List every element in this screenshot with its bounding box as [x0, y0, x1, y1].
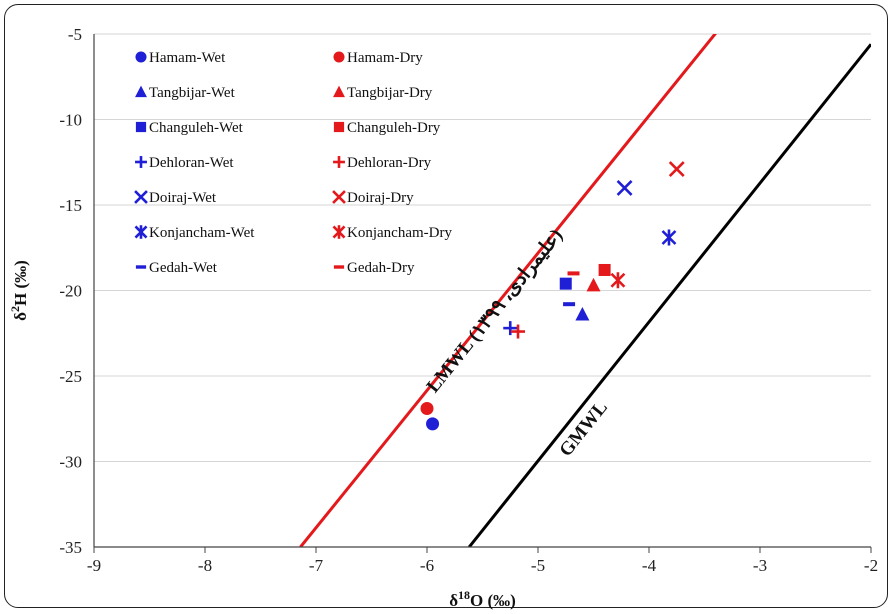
- legend-label: Hamam-Dry: [347, 50, 423, 66]
- legend-marker: [135, 121, 147, 133]
- grid-lines: [94, 33, 871, 548]
- x-tick-label: -2: [864, 556, 878, 575]
- y-tick-label: -35: [59, 538, 82, 557]
- x-axis-title: δ18O (‰): [449, 588, 516, 610]
- legend-marker: [333, 265, 345, 269]
- point-gedah-wet: [563, 302, 576, 307]
- point-tangbijar-dry: [586, 277, 601, 292]
- legend-label: Changuleh-Wet: [149, 120, 244, 136]
- x-tick-label: -6: [420, 556, 434, 575]
- legend-item-konjancham-wet: Konjancham-Wet: [134, 225, 255, 241]
- axes: -5 -10 -15 -20 -25 -30 -35 -9 -8 -7 -6 -5 -4 -3 -2 δ18O…: [8, 25, 878, 610]
- legend-label: Tangbijar-Wet: [149, 85, 236, 101]
- y-tick-label: -10: [59, 111, 82, 130]
- legend-marker: [333, 121, 345, 133]
- legend-marker: [134, 190, 148, 204]
- legend-item-doiraj-dry: Doiraj-Dry: [332, 190, 414, 206]
- legend-item-changuleh-wet: Changuleh-Wet: [135, 120, 244, 136]
- legend-item-hamam-dry: Hamam-Dry: [333, 50, 423, 66]
- legend-item-changuleh-dry: Changuleh-Dry: [333, 120, 441, 136]
- legend-label: Gedah-Wet: [149, 260, 218, 276]
- y-tick-label: -20: [59, 282, 82, 301]
- legend-marker: [332, 225, 346, 239]
- legend-marker: [134, 225, 148, 239]
- legend-marker: [135, 156, 147, 168]
- x-tick-label: -7: [309, 556, 324, 575]
- legend-marker: [333, 51, 345, 63]
- x-tick-label: -9: [87, 556, 101, 575]
- legend: Hamam-Wet Hamam-Dry Tangbijar-Wet Tangbijar…: [134, 50, 452, 276]
- point-gedah-dry: [567, 271, 580, 276]
- legend-item-doiraj-wet: Doiraj-Wet: [134, 190, 217, 206]
- point-changuleh-wet: [559, 277, 572, 290]
- y-tick-label: -15: [59, 196, 82, 215]
- y-tick-label: -25: [59, 367, 82, 386]
- legend-marker: [135, 85, 147, 98]
- legend-label: Tangbijar-Dry: [347, 85, 433, 101]
- point-konjancham-dry: [610, 272, 626, 289]
- legend-item-gedah-dry: Gedah-Dry: [333, 260, 415, 276]
- legend-label: Doiraj-Wet: [149, 190, 217, 206]
- point-tangbijar-wet: [575, 306, 590, 321]
- point-changuleh-dry: [598, 263, 611, 276]
- chart-frame: [4, 4, 888, 608]
- legend-label: Gedah-Dry: [347, 260, 415, 276]
- x-tick-label: -5: [531, 556, 545, 575]
- legend-item-hamam-wet: Hamam-Wet: [135, 50, 226, 66]
- gmwl-line: [468, 43, 871, 547]
- legend-item-konjancham-dry: Konjancham-Dry: [332, 225, 452, 241]
- legend-marker: [332, 190, 346, 204]
- point-dehloran-wet: [503, 321, 518, 336]
- legend-marker: [333, 85, 345, 98]
- legend-label: Hamam-Wet: [149, 50, 226, 66]
- legend-item-dehloran-dry: Dehloran-Dry: [333, 155, 432, 171]
- data-points: [420, 161, 685, 431]
- point-dehloran-dry: [511, 324, 526, 339]
- point-hamam-wet: [426, 417, 440, 431]
- lmwl-line: [299, 34, 717, 547]
- legend-item-tangbijar-dry: Tangbijar-Dry: [333, 85, 433, 101]
- x-tick-label: -8: [198, 556, 212, 575]
- lmwl-label: LMWL (علیمرادی، ۱۳۹۹): [423, 225, 567, 397]
- y-axis-title: δ2H (‰): [8, 260, 30, 321]
- legend-marker: [135, 51, 147, 63]
- legend-item-dehloran-wet: Dehloran-Wet: [135, 155, 234, 171]
- legend-marker: [135, 265, 147, 269]
- x-tick-label: -3: [753, 556, 767, 575]
- legend-marker: [333, 156, 345, 168]
- x-tick-label: -4: [642, 556, 657, 575]
- y-tick-label: -30: [59, 453, 82, 472]
- legend-label: Konjancham-Wet: [149, 225, 255, 241]
- legend-label: Changuleh-Dry: [347, 120, 441, 136]
- legend-label: Doiraj-Dry: [347, 190, 414, 206]
- legend-label: Konjancham-Dry: [347, 225, 452, 241]
- legend-item-gedah-wet: Gedah-Wet: [135, 260, 218, 276]
- y-tick-label: -5: [68, 25, 82, 44]
- point-doiraj-wet: [616, 179, 633, 196]
- point-doiraj-dry: [668, 161, 685, 178]
- legend-item-tangbijar-wet: Tangbijar-Wet: [135, 85, 236, 101]
- legend-label: Dehloran-Wet: [149, 155, 234, 171]
- point-hamam-dry: [420, 401, 434, 415]
- legend-label: Dehloran-Dry: [347, 155, 432, 171]
- point-konjancham-wet: [661, 229, 677, 246]
